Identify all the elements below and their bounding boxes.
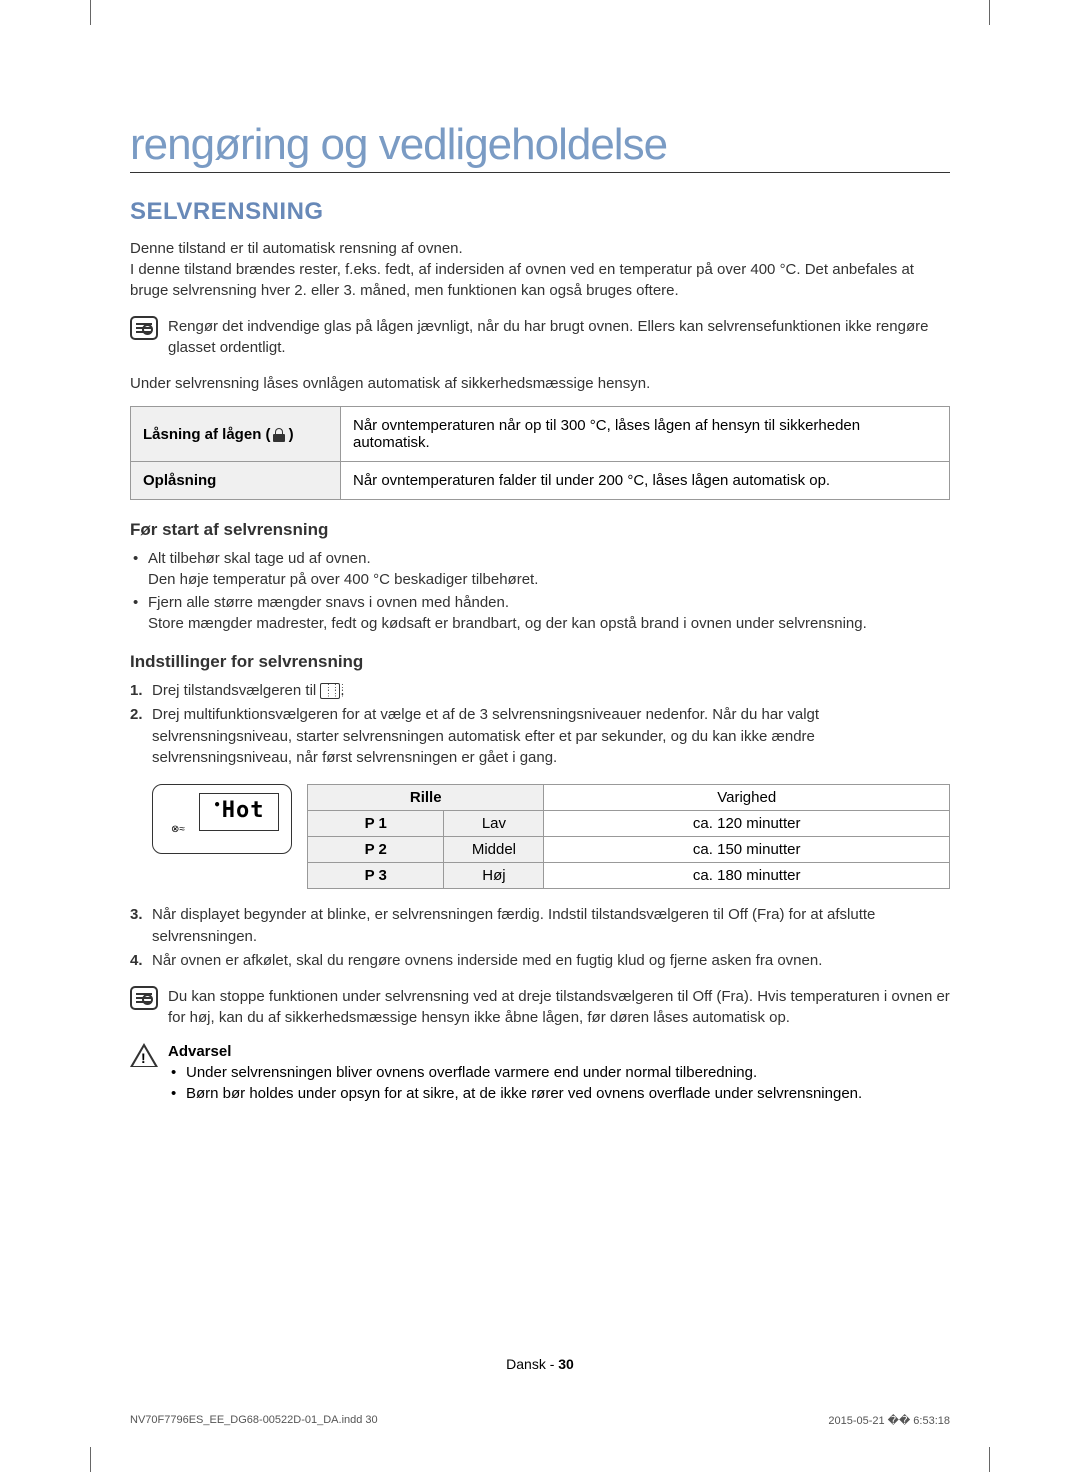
warning-list: Under selvrensningen bliver ovnens overf… <box>168 1062 950 1104</box>
mode-icon <box>320 683 340 699</box>
intro-p2: I denne tilstand brændes rester, f.eks. … <box>130 259 950 301</box>
settings-num-list: 1. Drej tilstandsvælgeren til . 2. Drej … <box>130 680 950 769</box>
header-varighed: Varighed <box>544 785 950 811</box>
table-row: Låsning af lågen ( ) Når ovntemperaturen… <box>131 407 950 462</box>
note-icon <box>130 316 158 340</box>
lock-table: Låsning af lågen ( ) Når ovntemperaturen… <box>130 406 950 500</box>
page-footer: Dansk - 30 <box>0 1356 1080 1372</box>
list-item: Under selvrensningen bliver ovnens overf… <box>186 1062 950 1083</box>
list-item: 4. Når ovnen er afkølet, skal du rengøre… <box>152 950 950 972</box>
note-box-1: Rengør det indvendige glas på lågen jævn… <box>130 316 950 358</box>
list-item: 2. Drej multifunktionsvælgeren for at væ… <box>152 704 950 769</box>
warning-icon: ! <box>130 1043 158 1068</box>
header-rille: Rille <box>308 785 544 811</box>
main-title: rengøring og vedligeholdelse <box>130 120 950 173</box>
display-box: •Hot ⊗≈ <box>152 784 292 854</box>
table-row: P 1 Lav ca. 120 minutter <box>308 811 950 837</box>
intro-p1: Denne tilstand er til automatisk rensnin… <box>130 238 950 259</box>
print-date: 2015-05-21 �� 6:53:18 <box>828 1414 950 1427</box>
before-bullet-list: Alt tilbehør skal tage ud af ovnen. Den … <box>130 548 950 634</box>
warning-box: ! Advarsel Under selvrensningen bliver o… <box>130 1043 950 1104</box>
footer-lang: Dansk - <box>506 1356 558 1372</box>
crop-marks-top <box>0 0 1080 30</box>
under-text: Under selvrensning låses ovnlågen automa… <box>130 373 950 394</box>
page-content: rengøring og vedligeholdelse SELVRENSNIN… <box>0 0 1080 1164</box>
note1-text: Rengør det indvendige glas på lågen jævn… <box>168 316 950 358</box>
before-title: Før start af selvrensning <box>130 520 950 540</box>
list-item: Fjern alle større mængder snavs i ovnen … <box>148 592 950 634</box>
footer-page: 30 <box>558 1356 574 1372</box>
lock-text-cell: Når ovntemperaturen når op til 300 °C, l… <box>341 407 950 462</box>
table-row: P 3 Høj ca. 180 minutter <box>308 863 950 889</box>
table-row: Rille Varighed <box>308 785 950 811</box>
settings-title: Indstillinger for selvrensning <box>130 652 950 672</box>
print-file: NV70F7796ES_EE_DG68-00522D-01_DA.indd 30 <box>130 1414 378 1427</box>
settings-row: •Hot ⊗≈ Rille Varighed P 1 Lav ca. 120 m… <box>152 784 950 889</box>
lock-label-cell: Låsning af lågen ( ) <box>131 407 341 462</box>
print-info: NV70F7796ES_EE_DG68-00522D-01_DA.indd 30… <box>130 1414 950 1427</box>
lock-icon <box>273 428 285 442</box>
unlock-label-cell: Oplåsning <box>131 462 341 500</box>
settings-table: Rille Varighed P 1 Lav ca. 120 minutter … <box>307 784 950 889</box>
display-inner: •Hot <box>199 793 279 831</box>
unlock-text-cell: Når ovntemperaturen falder til under 200… <box>341 462 950 500</box>
settings-num-list-2: 3. Når displayet begynder at blinke, er … <box>130 904 950 971</box>
display-symbol: ⊗≈ <box>171 824 185 835</box>
warning-title: Advarsel <box>168 1043 950 1060</box>
list-item: Alt tilbehør skal tage ud af ovnen. Den … <box>148 548 950 590</box>
table-row: P 2 Middel ca. 150 minutter <box>308 837 950 863</box>
note-box-2: Du kan stoppe funktionen under selvrensn… <box>130 986 950 1028</box>
list-item: Børn bør holdes under opsyn for at sikre… <box>186 1083 950 1104</box>
list-item: 1. Drej tilstandsvælgeren til . <box>152 680 950 702</box>
intro-text: Denne tilstand er til automatisk rensnin… <box>130 238 950 301</box>
list-item: 3. Når displayet begynder at blinke, er … <box>152 904 950 948</box>
note-icon <box>130 986 158 1010</box>
note2-text: Du kan stoppe funktionen under selvrensn… <box>168 986 950 1028</box>
warning-content: Advarsel Under selvrensningen bliver ovn… <box>168 1043 950 1104</box>
table-row: Oplåsning Når ovntemperaturen falder til… <box>131 462 950 500</box>
section-title: SELVRENSNING <box>130 198 950 226</box>
display-text: •Hot <box>200 794 278 823</box>
crop-marks-bottom <box>0 1442 1080 1472</box>
